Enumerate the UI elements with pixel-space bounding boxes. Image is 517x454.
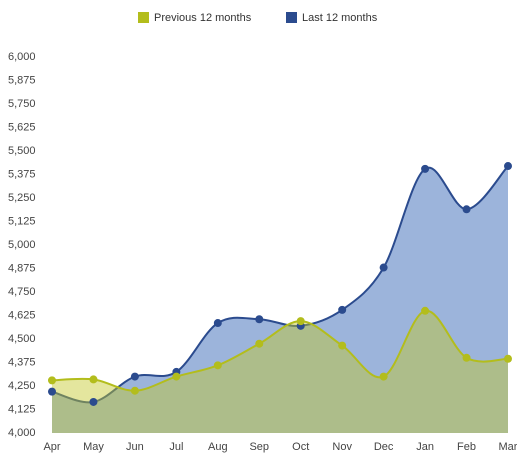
y-tick-label: 5,875 xyxy=(8,74,36,86)
y-tick-label: 4,750 xyxy=(8,286,36,298)
x-tick-label: Mar xyxy=(499,441,517,453)
point xyxy=(504,354,512,363)
legend-swatch xyxy=(138,12,149,23)
point xyxy=(255,339,264,348)
point xyxy=(379,372,388,381)
x-tick-label: Jan xyxy=(416,441,434,453)
x-tick-label: Oct xyxy=(292,441,309,453)
point xyxy=(421,306,430,315)
point xyxy=(48,387,56,396)
y-tick-label: 5,625 xyxy=(8,121,36,133)
point xyxy=(462,353,471,362)
y-tick-label: 5,500 xyxy=(8,145,36,157)
y-tick-label: 4,250 xyxy=(8,380,36,392)
x-tick-label: Apr xyxy=(43,441,60,453)
y-tick-label: 5,000 xyxy=(8,239,36,251)
x-tick-label: May xyxy=(83,441,104,453)
point xyxy=(255,315,264,324)
x-tick-label: Sep xyxy=(249,441,269,453)
y-tick-label: 4,875 xyxy=(8,262,36,274)
x-tick-label: Dec xyxy=(374,441,394,453)
point xyxy=(172,372,181,381)
y-tick-label: 6,000 xyxy=(8,51,36,63)
y-tick-label: 4,500 xyxy=(8,333,36,345)
legend-label: Previous 12 months xyxy=(154,12,252,24)
x-tick-label: Jun xyxy=(126,441,144,453)
point xyxy=(89,375,98,384)
point xyxy=(504,162,512,171)
point xyxy=(462,205,471,214)
y-tick-label: 4,625 xyxy=(8,309,36,321)
area-fill xyxy=(52,310,508,433)
point xyxy=(296,317,305,326)
x-tick-label: Feb xyxy=(457,441,476,453)
point xyxy=(338,305,347,314)
point xyxy=(213,361,222,370)
x-tick-label: Nov xyxy=(332,441,352,453)
point xyxy=(213,319,222,328)
point xyxy=(421,164,430,173)
legend-swatch xyxy=(286,12,297,23)
point xyxy=(379,263,388,272)
point xyxy=(48,376,56,385)
point xyxy=(338,341,347,350)
y-tick-label: 5,750 xyxy=(8,98,36,110)
y-tick-label: 5,125 xyxy=(8,215,36,227)
y-tick-label: 5,375 xyxy=(8,168,36,180)
y-tick-label: 4,000 xyxy=(8,427,36,439)
x-tick-label: Jul xyxy=(169,441,183,453)
y-tick-label: 4,375 xyxy=(8,356,36,368)
point xyxy=(130,386,139,395)
point xyxy=(130,372,139,381)
y-tick-label: 5,250 xyxy=(8,192,36,204)
point xyxy=(89,397,98,406)
x-tick-label: Aug xyxy=(208,441,228,453)
y-tick-label: 4,125 xyxy=(8,403,36,415)
legend-label: Last 12 months xyxy=(302,12,378,24)
